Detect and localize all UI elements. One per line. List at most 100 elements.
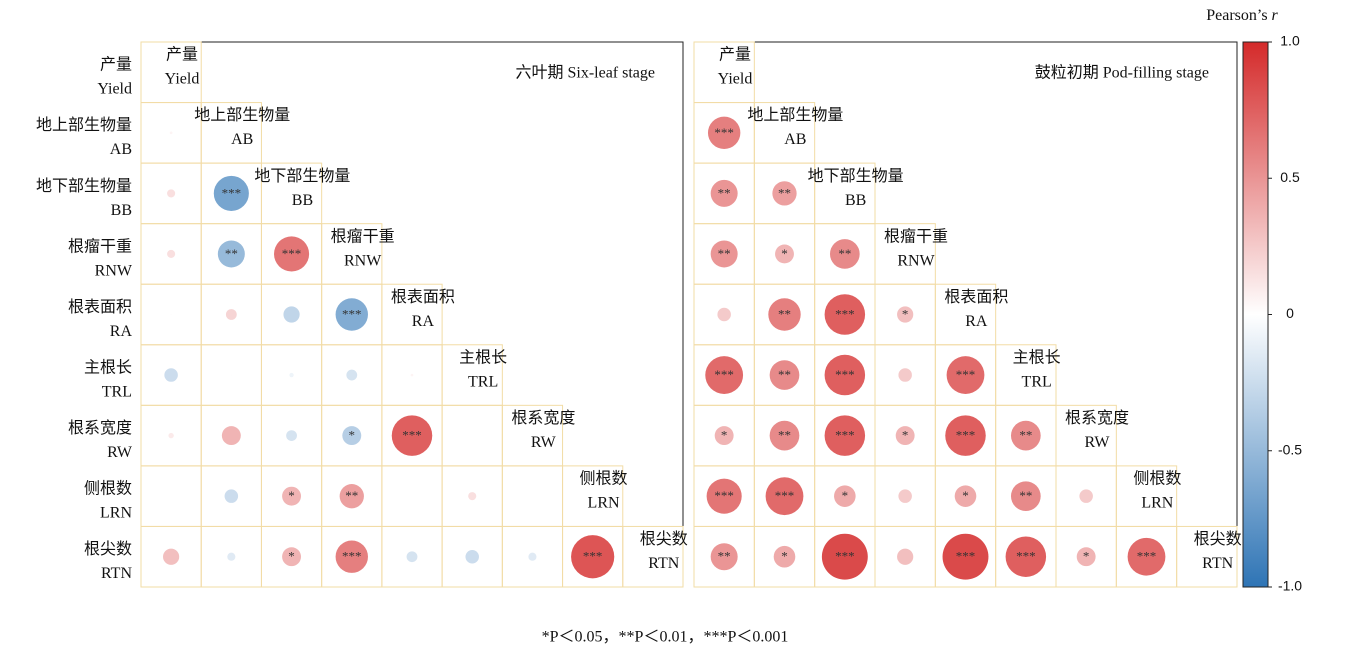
- correlation-circle: [946, 356, 985, 394]
- correlation-circle: [898, 368, 912, 382]
- significance: **: [838, 246, 851, 261]
- significance: *: [842, 488, 849, 503]
- diagonal-label: Yield: [165, 71, 200, 88]
- significance: ***: [714, 488, 734, 503]
- correlation-circle: [897, 548, 914, 565]
- significance: ***: [714, 125, 734, 140]
- significance: ***: [583, 549, 603, 564]
- correlation-circle: [895, 426, 915, 446]
- row-label: RA: [110, 323, 133, 340]
- diagonal-label: 根瘤干重: [884, 227, 948, 245]
- correlation-circle: [282, 547, 302, 567]
- significance: *: [962, 488, 969, 503]
- correlation-circle: [824, 294, 866, 335]
- correlation-circle: [335, 298, 368, 331]
- row-label: 根尖数: [84, 540, 132, 558]
- correlation-circle: [170, 495, 172, 497]
- diagonal-label: RTN: [1202, 555, 1233, 572]
- correlation-circle: [571, 535, 615, 579]
- significance: **: [718, 185, 731, 200]
- correlation-circle: [1010, 481, 1041, 512]
- diagonal-label: 地下部生物量: [254, 167, 350, 185]
- correlation-circle: [224, 489, 239, 503]
- correlation-circle: [824, 354, 866, 396]
- diagonal-label: 地上部生物量: [747, 106, 843, 124]
- panel-title: 鼓粒初期 Pod-filling stage: [1035, 64, 1209, 82]
- diagonal-label: AB: [784, 131, 806, 148]
- correlation-circle: [169, 131, 173, 135]
- correlation-circle: [168, 432, 174, 439]
- significance: *: [288, 488, 295, 503]
- significance: ***: [342, 549, 362, 564]
- correlation-circle: [170, 313, 172, 316]
- correlation-circle: [532, 495, 533, 497]
- row-label: 产量: [100, 56, 132, 74]
- significance: ***: [1137, 549, 1157, 564]
- row-label: 主根长: [84, 358, 132, 376]
- significance: **: [718, 246, 731, 261]
- correlation-circle: [824, 415, 866, 456]
- correlation-circle: [164, 368, 178, 382]
- row-label: AB: [110, 141, 132, 158]
- row-label: 根瘤干重: [68, 237, 132, 255]
- correlation-circle: [1005, 536, 1047, 577]
- significance: *: [781, 549, 788, 564]
- cell: [1176, 525, 1238, 588]
- significance: ***: [282, 246, 302, 261]
- diagonal-label: 主根长: [459, 348, 507, 366]
- row-label: 地上部生物量: [36, 116, 132, 134]
- significance: ***: [222, 185, 242, 200]
- correlation-circle: [339, 484, 364, 509]
- correlation-circle: [528, 552, 537, 561]
- diagonal-label: 侧根数: [580, 470, 628, 488]
- significance: **: [1019, 428, 1032, 443]
- correlation-circle: [217, 240, 245, 268]
- diagonal-label: RA: [412, 313, 435, 330]
- correlation-circle: [335, 540, 368, 573]
- colorbar: [1242, 41, 1269, 588]
- correlation-circle: [163, 548, 180, 565]
- correlation-circle: [468, 492, 477, 501]
- significance: ***: [835, 428, 855, 443]
- correlation-circle: [1076, 547, 1096, 567]
- row-label: RTN: [101, 565, 132, 582]
- diagonal-label: AB: [231, 131, 253, 148]
- colorbar-title-symbol: r: [1272, 7, 1279, 24]
- significance: **: [778, 367, 791, 382]
- correlation-circle: [342, 426, 362, 446]
- diagonal-label: 根瘤干重: [331, 227, 395, 245]
- correlation-circle: [274, 236, 310, 272]
- correlation-circle: [391, 415, 433, 456]
- correlation-circle: [167, 189, 176, 198]
- correlation-circle: [705, 356, 744, 394]
- correlation-circle: [286, 430, 297, 442]
- correlation-circle: [775, 244, 794, 264]
- correlation-circle: [1127, 537, 1166, 576]
- correlation-circle: [406, 551, 418, 563]
- correlation-circle: [282, 486, 302, 506]
- significance: *: [902, 428, 909, 443]
- row-label: 侧根数: [84, 480, 132, 498]
- correlation-circle: [769, 360, 800, 390]
- correlation-circle: [898, 489, 912, 503]
- colorbar-tick-label: -0.5: [1278, 441, 1302, 457]
- row-label: RNW: [95, 262, 133, 279]
- correlation-circle: [897, 306, 914, 323]
- significance: **: [778, 185, 791, 200]
- row-label: 地下部生物量: [36, 177, 132, 195]
- correlation-circle: [710, 240, 738, 268]
- row-label: LRN: [100, 505, 132, 522]
- significance: *: [721, 428, 728, 443]
- correlation-circle: [773, 545, 796, 568]
- correlation-circle: [289, 372, 294, 378]
- correlation-circle: [945, 415, 986, 456]
- correlation-circle: [706, 478, 742, 514]
- correlation-circle: [213, 175, 249, 211]
- panel-title: 六叶期 Six-leaf stage: [515, 64, 655, 82]
- significance: ***: [402, 428, 422, 443]
- significance: ***: [835, 306, 855, 321]
- diagonal-label: RNW: [344, 252, 382, 269]
- correlation-circle: [227, 552, 236, 561]
- correlation-circle: [710, 543, 738, 571]
